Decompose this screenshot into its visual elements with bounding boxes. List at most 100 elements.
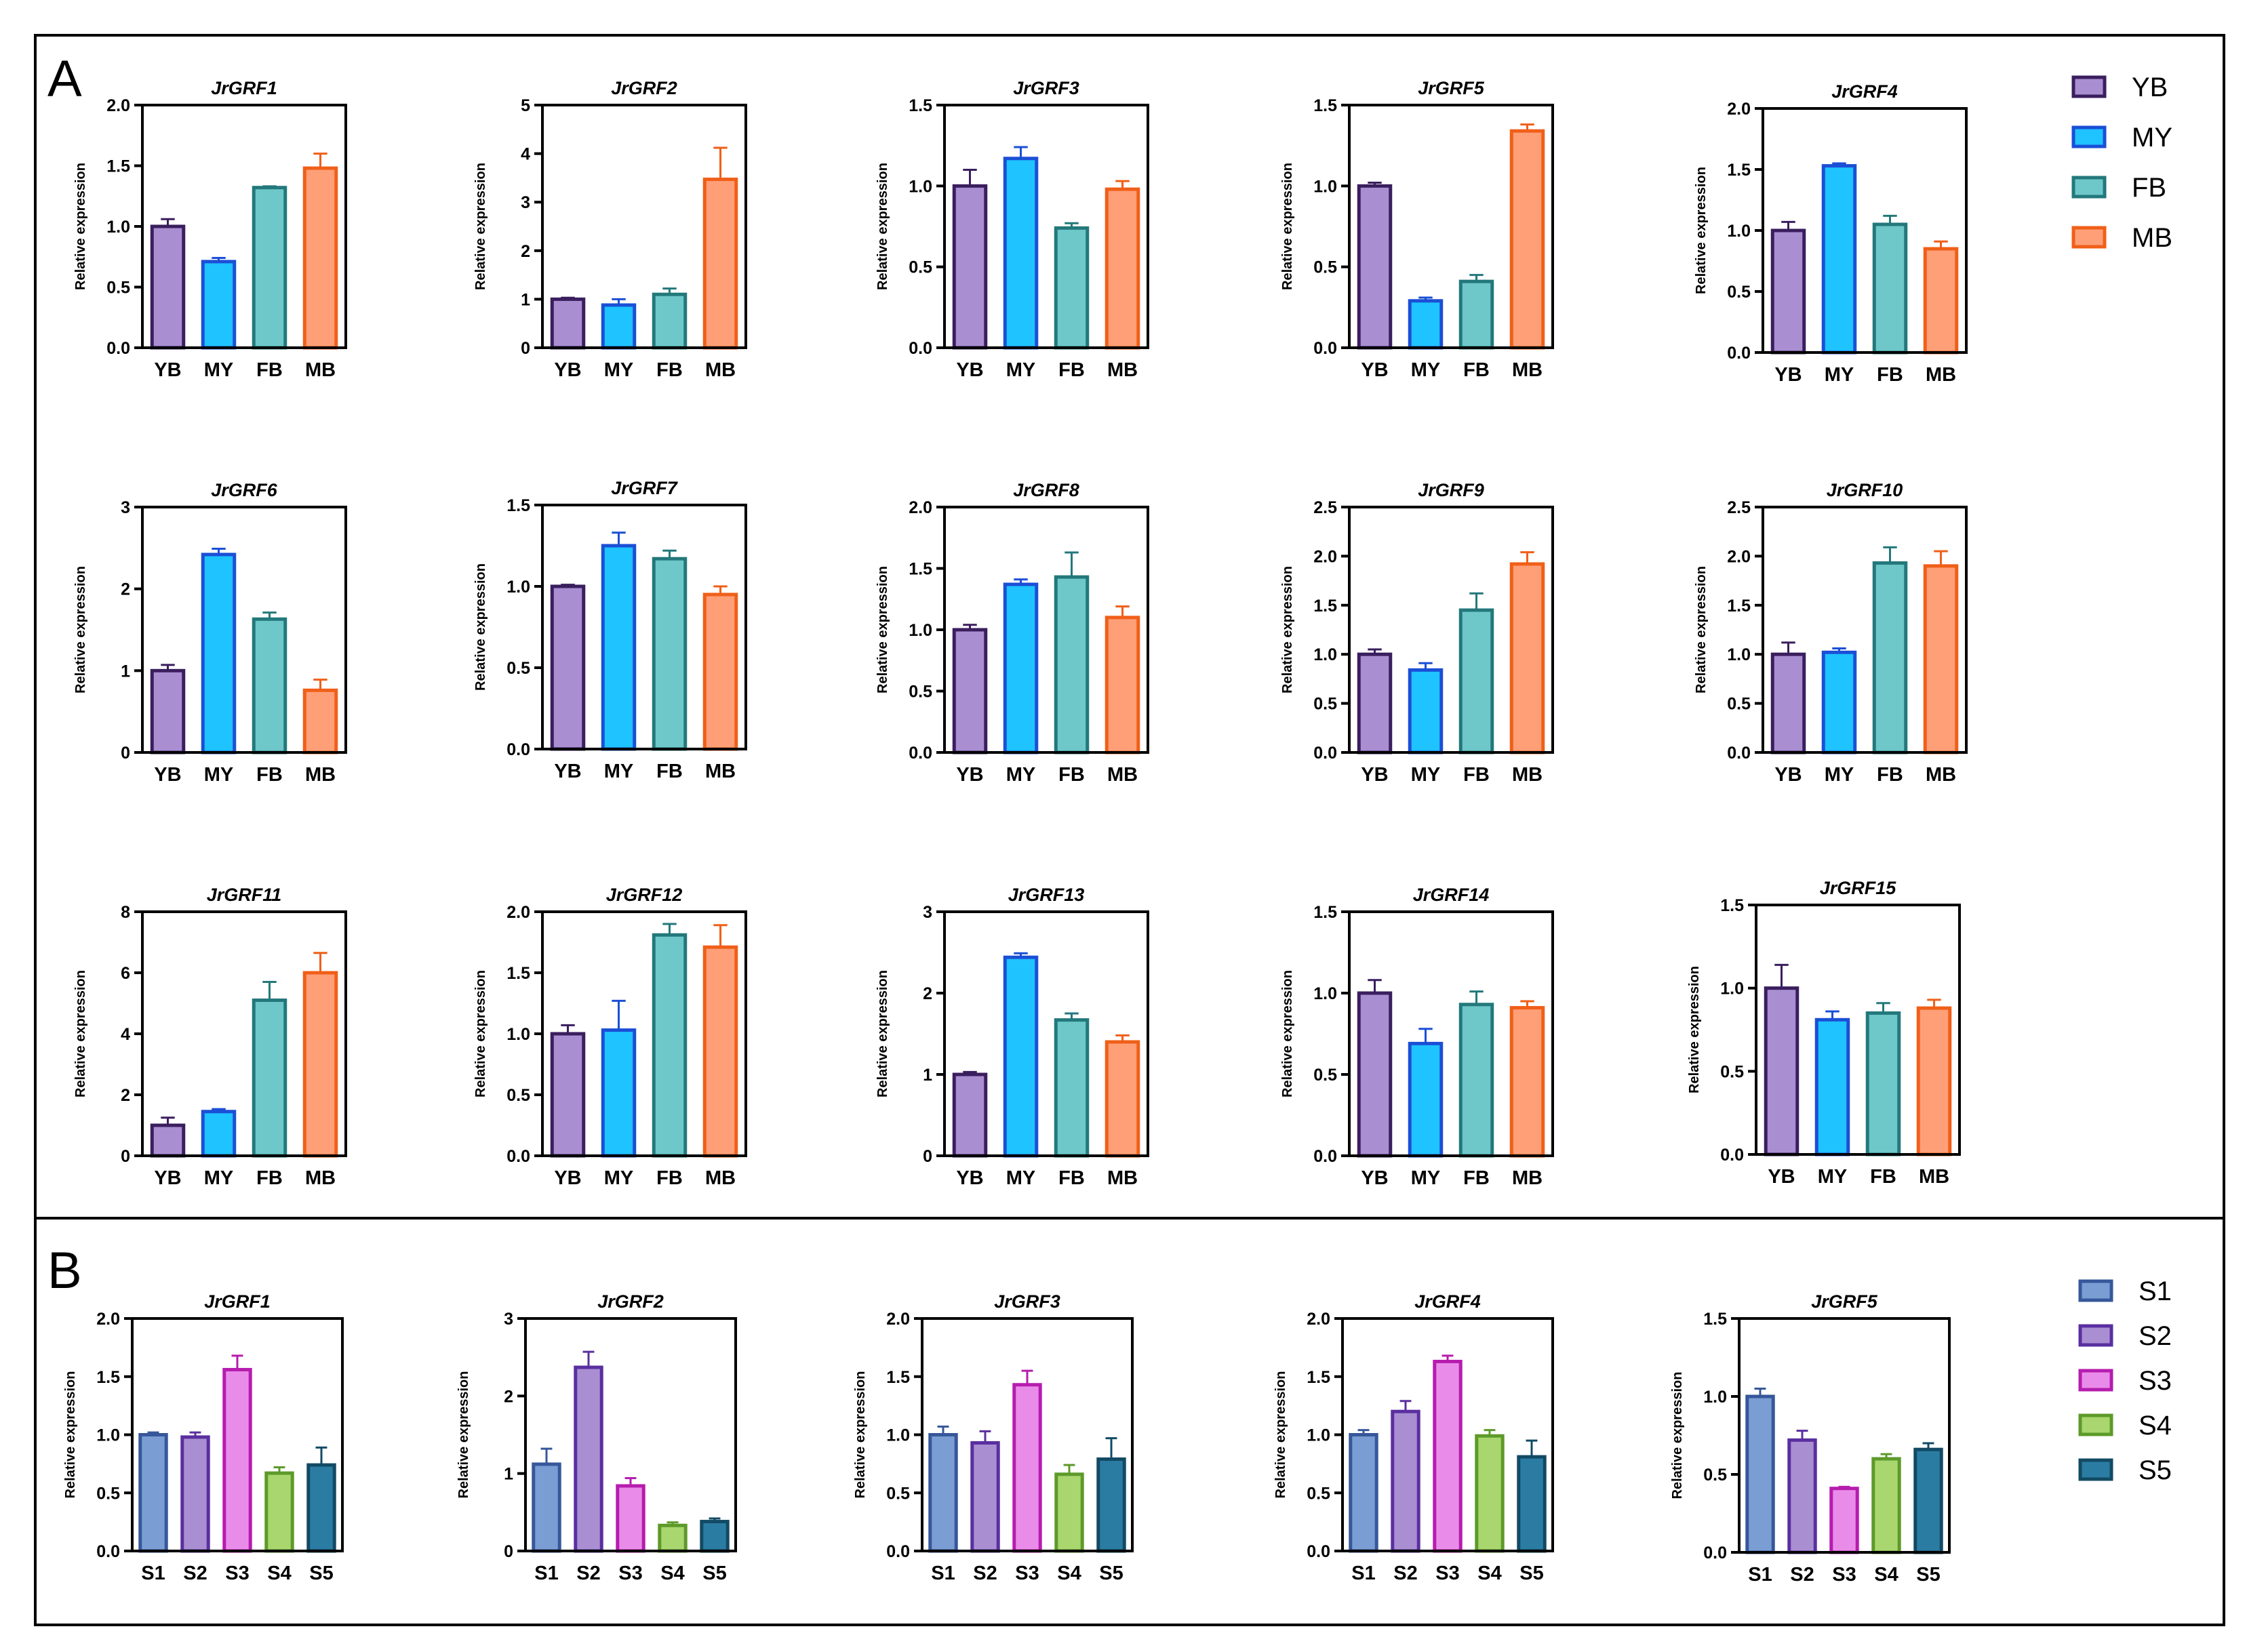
chart-a-jrgrf5-xtick-mb: MB — [1512, 359, 1543, 381]
chart-b-jrgrf5-axes — [1738, 1317, 1951, 1554]
chart-a-jrgrf14-axes — [1348, 910, 1554, 1157]
chart-b-jrgrf3-ylabel: Relative expression — [853, 1371, 868, 1499]
chart-b-jrgrf4-title: JrGRF4 — [1414, 1291, 1481, 1312]
chart-b-jrgrf1-xtick-s4: S4 — [267, 1563, 291, 1584]
legend-b-swatch-s1 — [2078, 1279, 2113, 1302]
chart-a-jrgrf12-xtick-my: MY — [604, 1167, 634, 1189]
chart-a-jrgrf12-title: JrGRF12 — [606, 885, 683, 905]
chart-b-jrgrf3: S1 S2 S3 S4 S5 0.0 0.5 1.0 1.5 2.0 JrGRF3 Relative … — [853, 1291, 1134, 1584]
chart-a-jrgrf7-title: JrGRF7 — [611, 478, 679, 498]
chart-b-jrgrf1-ytick-label-2: 1.0 — [96, 1426, 120, 1445]
chart-a-jrgrf10-bar-yb — [1770, 652, 1806, 754]
chart-a-jrgrf14-ylabel: Relative expression — [1280, 970, 1295, 1097]
chart-b-jrgrf5-ylabel: Relative expression — [1670, 1372, 1685, 1499]
chart-a-jrgrf5-xtick-my: MY — [1411, 359, 1441, 381]
chart-b-jrgrf3-xtick-s4: S4 — [1057, 1563, 1081, 1584]
chart-b-jrgrf5-ytick-label-3: 1.5 — [1703, 1310, 1727, 1329]
chart-a-jrgrf14-xtick-mb: MB — [1512, 1167, 1543, 1189]
chart-a-jrgrf9-axes — [1348, 506, 1554, 754]
chart-b-jrgrf3-ytick-label-1: 0.5 — [886, 1484, 910, 1503]
chart-a-jrgrf15-bar-yb — [1764, 986, 1799, 1156]
legend-a-swatch-my — [2071, 125, 2107, 148]
chart-a-jrgrf2-title: JrGRF2 — [611, 78, 677, 98]
chart-a-jrgrf5-ytick-label-0: 0.0 — [1313, 339, 1337, 358]
chart-a-jrgrf7-ytick-label-2: 1.0 — [506, 578, 530, 597]
chart-b-jrgrf2-axes — [524, 1317, 737, 1552]
chart-b-jrgrf5: S1 S2 S3 S4 S5 0.0 0.5 1.0 1.5 JrGRF5 Relative exp… — [1670, 1291, 1951, 1586]
chart-b-jrgrf5-xtick-s3: S3 — [1832, 1564, 1856, 1586]
chart-a-jrgrf2-xtick-my: MY — [604, 359, 634, 381]
chart-b-jrgrf4-xtick-s3: S3 — [1435, 1563, 1459, 1584]
chart-b-jrgrf2-bar-s4 — [658, 1523, 688, 1553]
chart-a-jrgrf1-ytick-label-2: 1.0 — [106, 218, 130, 237]
chart-a-jrgrf13: YB MY FB MB 0 1 2 3 JrGRF13 Relative expression — [875, 885, 1149, 1189]
chart-a-jrgrf12: YB MY FB MB 0.0 0.5 1.0 1.5 2.0 JrGRF12 Relative e… — [473, 885, 747, 1189]
chart-b-jrgrf5-xtick-s1: S1 — [1748, 1564, 1772, 1586]
chart-a-jrgrf3-bar-my — [1003, 157, 1039, 350]
chart-a-jrgrf15-bar-fb — [1865, 1011, 1901, 1156]
chart-a-jrgrf1-xtick-mb: MB — [305, 359, 336, 381]
chart-a-jrgrf4-ytick-label-1: 0.5 — [1727, 283, 1751, 302]
chart-a-jrgrf5-ytick-label-2: 1.0 — [1313, 177, 1337, 196]
chart-a-jrgrf5-title: JrGRF5 — [1418, 78, 1485, 98]
chart-a-jrgrf8-title: JrGRF8 — [1013, 480, 1079, 500]
chart-a-jrgrf9-xtick-yb: YB — [1361, 764, 1388, 786]
chart-a-jrgrf10-ytick-label-0: 0.0 — [1727, 744, 1751, 763]
chart-a-jrgrf13-xtick-mb: MB — [1107, 1167, 1138, 1189]
chart-b-jrgrf4-ytick-label-3: 1.5 — [1307, 1368, 1330, 1387]
chart-a-jrgrf14-xtick-my: MY — [1411, 1167, 1441, 1189]
chart-a-jrgrf11-title: JrGRF11 — [207, 885, 282, 905]
chart-a-jrgrf6: YB MY FB MB 0 1 2 3 JrGRF6 Relative expression — [73, 480, 347, 786]
chart-a-jrgrf2-bar-yb — [550, 297, 586, 350]
chart-a-jrgrf13-bar-my — [1003, 955, 1039, 1158]
chart-a-jrgrf11-bar-yb — [150, 1123, 186, 1158]
chart-a-jrgrf14-xtick-fb: FB — [1463, 1167, 1490, 1189]
chart-b-jrgrf5-ytick-label-0: 0.0 — [1703, 1544, 1727, 1563]
chart-a-jrgrf4: YB MY FB MB 0.0 0.5 1.0 1.5 2.0 JrGRF4 Relative ex… — [1694, 81, 1968, 386]
legend-b-swatch-s5 — [2078, 1458, 2113, 1481]
chart-a-jrgrf13-bar-yb — [952, 1072, 988, 1158]
chart-b-jrgrf1-xtick-s1: S1 — [141, 1563, 165, 1584]
chart-a-jrgrf7-ylabel: Relative expression — [473, 563, 488, 691]
chart-a-jrgrf1-ytick-label-4: 2.0 — [106, 96, 130, 115]
chart-a-jrgrf14-ytick-label-3: 1.5 — [1313, 903, 1337, 922]
chart-a-jrgrf12-ylabel: Relative expression — [473, 970, 488, 1097]
chart-a-jrgrf1-bar-mb — [302, 166, 338, 350]
chart-b-jrgrf3-bar-s4 — [1054, 1472, 1084, 1553]
legend-a-label-yb: YB — [2132, 73, 2168, 102]
chart-b-jrgrf4-ytick-label-1: 0.5 — [1307, 1484, 1330, 1503]
chart-a-jrgrf15-xtick-mb: MB — [1919, 1166, 1949, 1188]
chart-a-jrgrf2-ytick-label-4: 4 — [521, 145, 530, 164]
chart-a-jrgrf3-title: JrGRF3 — [1013, 78, 1079, 98]
chart-a-jrgrf13-xtick-fb: FB — [1058, 1167, 1085, 1189]
panel-b-label: B — [47, 1242, 82, 1300]
chart-b-jrgrf2-bar-s2 — [574, 1365, 603, 1553]
chart-a-jrgrf7-xtick-fb: FB — [656, 761, 683, 782]
chart-a-jrgrf5-xtick-fb: FB — [1463, 359, 1490, 381]
chart-b-jrgrf2: S1 S2 S3 S4 S5 0 1 2 3 JrGRF2 Relative expression — [456, 1291, 737, 1584]
legend-a-swatch-yb — [2071, 75, 2107, 98]
chart-a-jrgrf8-ylabel: Relative expression — [875, 566, 890, 693]
chart-a-jrgrf3-ytick-label-1: 0.5 — [909, 258, 932, 277]
chart-a-jrgrf7-bar-mb — [702, 592, 738, 751]
chart-a-jrgrf8-bar-fb — [1054, 575, 1090, 754]
chart-a-jrgrf6-xtick-fb: FB — [256, 764, 283, 786]
chart-a-jrgrf12-xtick-yb: YB — [554, 1167, 581, 1189]
chart-a-jrgrf8-ytick-label-2: 1.0 — [909, 621, 932, 640]
chart-a-jrgrf13-ytick-label-3: 3 — [923, 903, 932, 922]
chart-a-jrgrf9-ytick-label-2: 1.0 — [1313, 645, 1337, 664]
chart-a-jrgrf15-ylabel: Relative expression — [1687, 966, 1702, 1093]
chart-a-jrgrf6-ytick-label-0: 0 — [121, 744, 130, 763]
chart-b-jrgrf1-xtick-s5: S5 — [309, 1563, 333, 1584]
chart-a-jrgrf9-ytick-label-0: 0.0 — [1313, 744, 1337, 763]
chart-a-jrgrf3-bar-yb — [952, 184, 988, 350]
chart-b-jrgrf3-bar-s5 — [1096, 1457, 1126, 1553]
chart-a-jrgrf11-bar-fb — [252, 999, 287, 1158]
chart-b-jrgrf5-xtick-s5: S5 — [1916, 1564, 1940, 1586]
chart-a-jrgrf2-xtick-mb: MB — [705, 359, 736, 381]
chart-b-jrgrf3-xtick-s1: S1 — [931, 1563, 955, 1584]
chart-a-jrgrf6-ytick-label-2: 2 — [121, 580, 130, 599]
chart-a-jrgrf15-ytick-label-2: 1.0 — [1720, 980, 1744, 999]
chart-a-jrgrf5: YB MY FB MB 0.0 0.5 1.0 1.5 JrGRF5 Relative expre… — [1280, 78, 1554, 381]
